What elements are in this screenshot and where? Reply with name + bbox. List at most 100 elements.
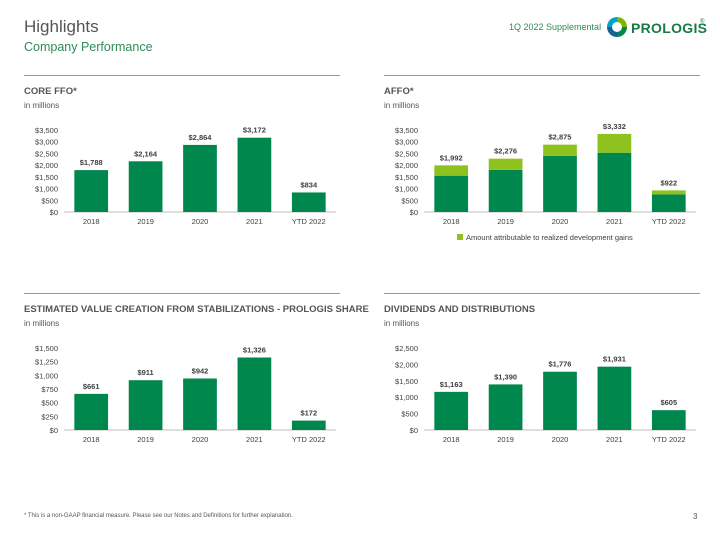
x-tick-label: 2019 <box>137 217 154 226</box>
bar <box>183 378 217 430</box>
value-creation-chart: $0 $250 $500 $750 $1,000 $1,250 $1,500 $661 2018… <box>35 344 336 444</box>
page-title: Highlights <box>24 17 99 36</box>
core-ffo-panel: CORE FFO* in millions $0 $500 $1,000 $1,500… <box>24 75 340 285</box>
y-tick-label: $2,500 <box>395 344 418 353</box>
bar <box>434 391 469 430</box>
bar <box>291 420 326 430</box>
y-tick-label: $1,000 <box>395 185 418 194</box>
prologis-logo-mark-icon <box>607 17 627 37</box>
y-tick-label: $3,000 <box>35 138 58 147</box>
x-tick-label: 2020 <box>552 217 569 226</box>
page-number: 3 <box>693 512 698 521</box>
y-tick-label: $2,500 <box>35 149 58 158</box>
y-tick-label: $250 <box>41 412 58 421</box>
bar <box>237 357 272 430</box>
data-label: $1,163 <box>440 380 463 389</box>
legend-label: Amount attributable to realized developm… <box>466 233 633 242</box>
bar <box>74 170 109 212</box>
data-label: $1,788 <box>80 158 103 167</box>
y-tick-label: $3,500 <box>35 126 58 135</box>
value-creation-panel: ESTIMATED VALUE CREATION FROM STABILIZAT… <box>24 293 369 503</box>
dividends-chart: $0 $500 $1,000 $1,500 $2,000 $2,500 $1,163 2018… <box>395 344 696 444</box>
y-tick-label: $2,000 <box>395 360 418 369</box>
x-tick-label: 2021 <box>606 217 623 226</box>
bar-segment-development-gains <box>434 165 469 176</box>
x-tick-label: 2019 <box>497 217 514 226</box>
x-tick-label: YTD 2022 <box>652 435 686 444</box>
y-tick-label: $1,500 <box>35 173 58 182</box>
data-label: $834 <box>300 180 318 189</box>
x-tick-label: 2021 <box>246 435 263 444</box>
panel-divider <box>24 75 340 76</box>
data-label: $3,172 <box>243 126 266 135</box>
x-tick-label: 2019 <box>497 435 514 444</box>
data-label: $2,864 <box>189 133 213 142</box>
bar-segment-base <box>543 155 577 212</box>
y-tick-label: $2,000 <box>395 161 418 170</box>
y-tick-label: $0 <box>410 208 418 217</box>
y-tick-label: $1,500 <box>395 173 418 182</box>
bar-segment-development-gains <box>488 158 523 170</box>
chart-unit-label: in millions <box>24 319 60 328</box>
x-tick-label: YTD 2022 <box>652 217 686 226</box>
affo-panel: AFFO* in millions $0 $500 $1,000 $1,500 $2,0… <box>384 75 700 285</box>
y-tick-label: $750 <box>41 385 58 394</box>
y-tick-label: $0 <box>410 426 418 435</box>
x-tick-label: 2021 <box>246 217 263 226</box>
y-tick-label: $1,250 <box>35 358 58 367</box>
bar <box>597 366 632 430</box>
prologis-logo: PROLOGIS ® <box>605 15 707 43</box>
data-label: $922 <box>660 178 677 187</box>
x-tick-label: 2021 <box>606 435 623 444</box>
y-tick-label: $500 <box>401 410 418 419</box>
panel-divider <box>24 293 340 294</box>
bar-segment-development-gains <box>651 190 686 195</box>
y-tick-label: $1,500 <box>35 344 58 353</box>
bar <box>543 371 577 430</box>
bar-segment-base <box>597 152 632 212</box>
page-subtitle: Company Performance <box>24 40 153 54</box>
y-tick-label: $3,000 <box>395 138 418 147</box>
affo-chart: $0 $500 $1,000 $1,500 $2,000 $2,500 $3,000 $3,5… <box>395 122 696 242</box>
data-label: $172 <box>300 409 317 418</box>
x-tick-label: YTD 2022 <box>292 435 326 444</box>
y-tick-label: $0 <box>50 426 58 435</box>
y-tick-label: $1,000 <box>35 371 58 380</box>
bar <box>651 410 686 430</box>
x-tick-label: 2020 <box>192 217 209 226</box>
bar <box>488 384 523 430</box>
supplemental-label: 1Q 2022 Supplemental <box>509 22 602 32</box>
panel-divider <box>384 75 700 76</box>
dividends-panel: DIVIDENDS AND DISTRIBUTIONS in millions … <box>384 293 700 503</box>
data-label: $1,931 <box>603 355 626 364</box>
chart-unit-label: in millions <box>384 319 420 328</box>
chart-unit-label: in millions <box>384 101 420 110</box>
core-ffo-chart: $0 $500 $1,000 $1,500 $2,000 $2,500 $3,000 $3,5… <box>35 126 336 226</box>
y-tick-label: $500 <box>401 196 418 205</box>
bar <box>74 393 109 430</box>
bar <box>291 192 326 212</box>
chart-title: CORE FFO* <box>24 86 77 97</box>
footnote: * This is a non-GAAP financial measure. … <box>24 513 293 519</box>
chart-unit-label: in millions <box>24 101 60 110</box>
y-tick-label: $500 <box>41 196 58 205</box>
bar <box>237 137 272 212</box>
x-tick-label: 2019 <box>137 435 154 444</box>
bar <box>128 380 163 430</box>
data-label: $1,992 <box>440 153 463 162</box>
y-tick-label: $2,000 <box>35 161 58 170</box>
data-label: $1,326 <box>243 346 266 355</box>
chart-title: AFFO* <box>384 86 414 97</box>
panel-divider <box>384 293 700 294</box>
y-tick-label: $0 <box>50 208 58 217</box>
data-label: $942 <box>192 367 209 376</box>
legend-swatch <box>457 234 463 240</box>
y-tick-label: $3,500 <box>395 126 418 135</box>
chart-title: ESTIMATED VALUE CREATION FROM STABILIZAT… <box>24 304 369 315</box>
x-tick-label: 2018 <box>443 217 460 226</box>
x-tick-label: 2020 <box>192 435 209 444</box>
x-tick-label: 2018 <box>443 435 460 444</box>
y-tick-label: $2,500 <box>395 149 418 158</box>
bar-segment-base <box>651 194 686 212</box>
bar <box>183 144 217 212</box>
